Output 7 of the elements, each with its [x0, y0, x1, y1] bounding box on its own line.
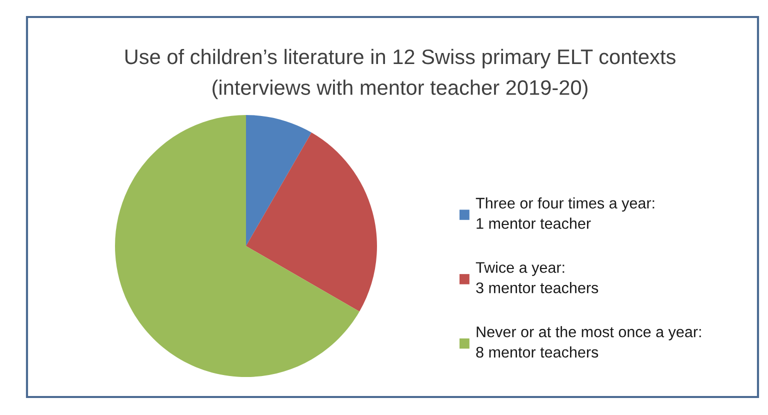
pie-slice [115, 115, 360, 377]
legend-label: Never or at the most once a year: 8 mentor teachers [476, 326, 701, 358]
legend-label: Three or four times a year: 1 mentor teacher [476, 197, 654, 229]
pie-slice [246, 115, 312, 246]
chart-title: Use of children’s literature in 12 Swiss primary ELT contexts (interviews with mentor teacher 2019-20) [125, 48, 676, 100]
legend-label: Twice a year: 3 mentor teachers [476, 262, 598, 294]
pie-slice [246, 132, 377, 312]
